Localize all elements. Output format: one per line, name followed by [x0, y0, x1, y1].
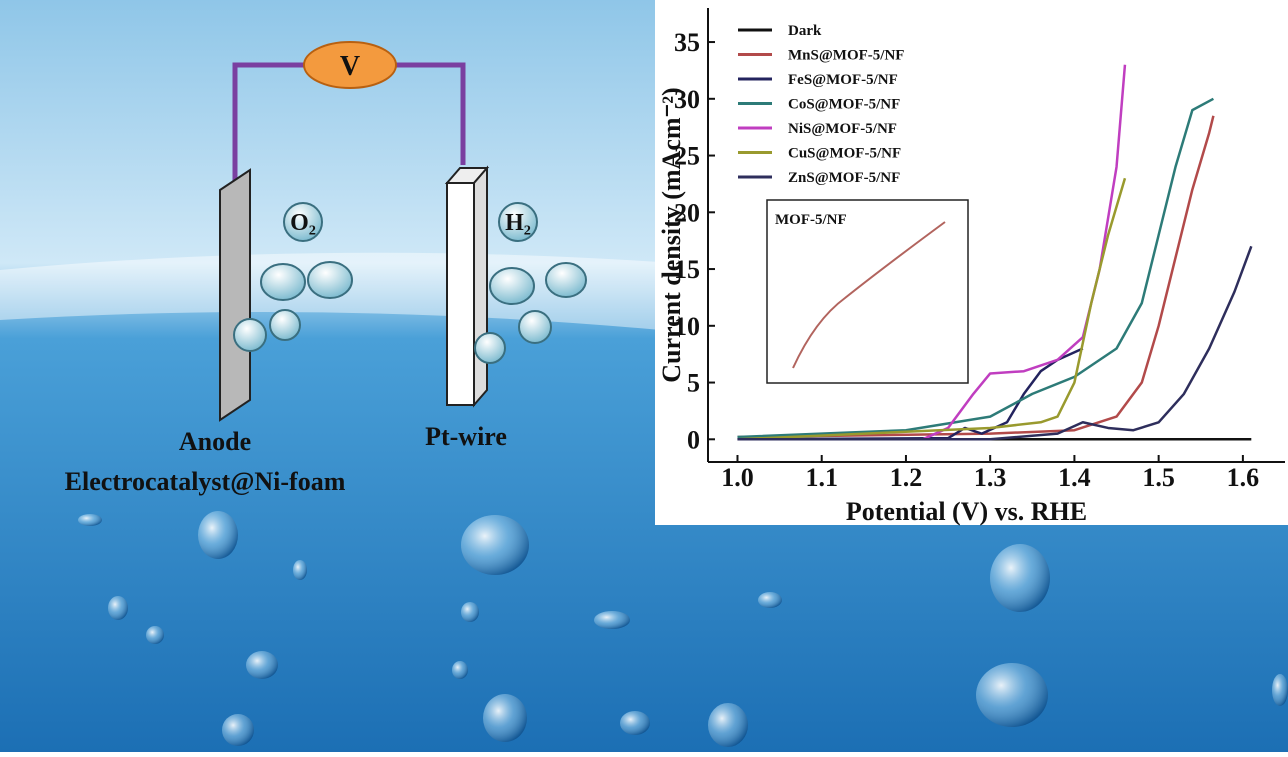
x-tick-label: 1.3 [974, 463, 1007, 492]
legend-label: MnS@MOF-5/NF [788, 48, 904, 64]
y-tick-label: 5 [687, 369, 700, 398]
x-tick-label: 1.4 [1058, 463, 1091, 492]
electrode-label: Anode [179, 427, 251, 456]
legend-label: CoS@MOF-5/NF [788, 97, 900, 113]
graphical-abstract: V O₂ H₂ Anode Pt-wire Electrocatalyst@Ni… [0, 0, 1288, 752]
anode-plate [220, 170, 250, 420]
legend-label: Dark [788, 23, 822, 39]
electrode-label: Pt-wire [425, 422, 507, 451]
cathode-plate [447, 183, 474, 405]
x-tick-label: 1.5 [1142, 463, 1175, 492]
legend-label: FeS@MOF-5/NF [788, 72, 898, 88]
x-tick-label: 1.6 [1227, 463, 1260, 492]
y-tick-label: 35 [674, 28, 700, 57]
cathode-side [474, 168, 487, 405]
x-tick-label: 1.2 [890, 463, 923, 492]
gas-label: H₂ [505, 210, 531, 236]
y-axis-title: Current density (mAcm⁻²) [657, 87, 686, 382]
legend-label: ZnS@MOF-5/NF [788, 170, 900, 186]
x-tick-label: 1.0 [721, 463, 754, 492]
x-axis-title: Potential (V) vs. RHE [846, 497, 1087, 526]
legend-label: CuS@MOF-5/NF [788, 146, 901, 162]
y-tick-label: 0 [687, 425, 700, 454]
electrode-label: Electrocatalyst@Ni-foam [65, 467, 346, 496]
voltmeter-label: V [340, 51, 360, 82]
x-tick-label: 1.1 [805, 463, 838, 492]
gas-label: O₂ [290, 210, 316, 236]
inset-label: MOF-5/NF [775, 212, 847, 228]
legend-label: NiS@MOF-5/NF [788, 121, 897, 137]
